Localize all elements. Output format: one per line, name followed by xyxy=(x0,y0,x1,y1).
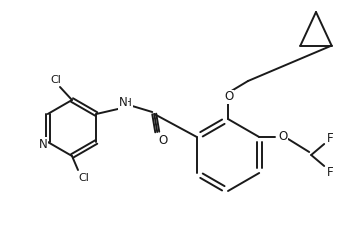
Text: F: F xyxy=(327,165,333,179)
Text: O: O xyxy=(224,91,234,103)
Text: Cl: Cl xyxy=(79,173,90,183)
Text: H: H xyxy=(124,98,132,108)
Text: N: N xyxy=(119,96,128,110)
Text: O: O xyxy=(159,134,168,148)
Text: Cl: Cl xyxy=(51,75,62,85)
Text: F: F xyxy=(327,131,333,145)
Text: N: N xyxy=(38,137,47,151)
Text: O: O xyxy=(278,129,288,143)
